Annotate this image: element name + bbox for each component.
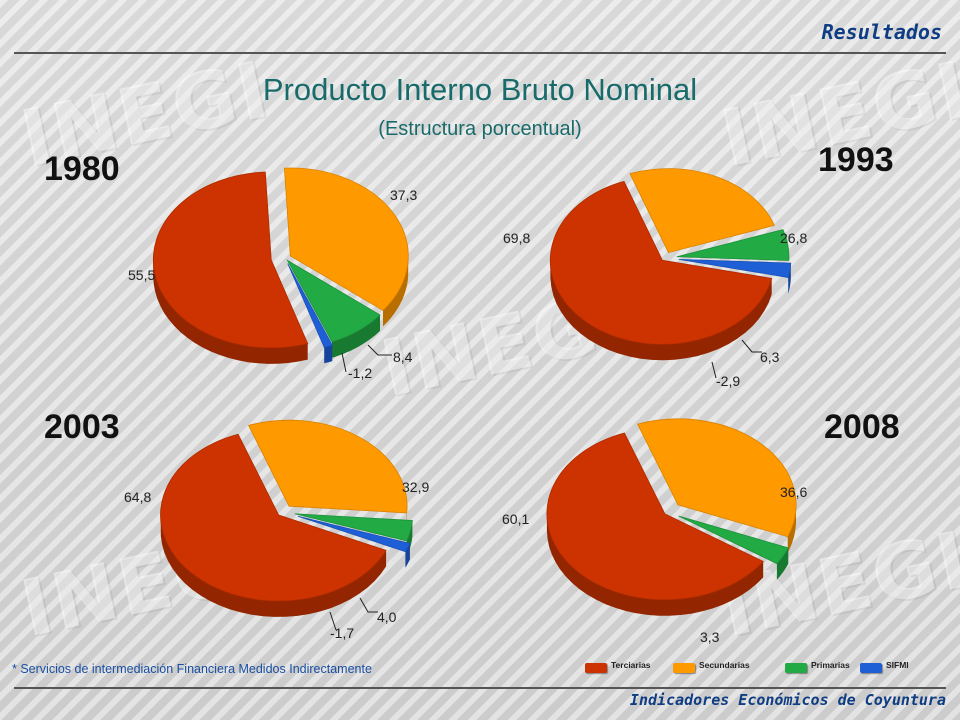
pie-slice-terciarias bbox=[160, 433, 387, 602]
leader-line bbox=[359, 597, 378, 613]
pie-slice-primarias bbox=[676, 229, 790, 261]
data-label-primarias: 4,0 bbox=[377, 609, 397, 625]
data-label-primarias: 6,3 bbox=[760, 349, 780, 365]
pie-slice-side-secundarias bbox=[383, 259, 409, 327]
pie-slice-side-secundarias bbox=[787, 507, 796, 553]
data-label-secundarias: 36,6 bbox=[780, 484, 807, 500]
pie-2003: 32,9 4,0 -1,7 64,8 bbox=[124, 419, 429, 641]
pie-slice-primarias bbox=[286, 259, 381, 343]
chart-title: Producto Interno Bruto Nominal bbox=[262, 72, 698, 107]
pie-slice-secundarias bbox=[637, 418, 797, 538]
legend-label: Terciarias bbox=[611, 660, 651, 670]
pie-slice-secundarias bbox=[629, 168, 775, 254]
pie-slice-side-terciarias bbox=[153, 260, 308, 364]
year-label-2003: 2003 bbox=[44, 408, 120, 446]
data-label-terciarias: 55,5 bbox=[128, 267, 155, 283]
leader-line bbox=[367, 344, 392, 356]
pie-slice-side-terciarias bbox=[550, 262, 772, 361]
year-label-2008: 2008 bbox=[824, 408, 900, 446]
pie-slice-terciarias bbox=[152, 171, 309, 349]
leader-line bbox=[711, 361, 717, 379]
leader-line bbox=[329, 611, 337, 631]
legend-label: Secundarias bbox=[699, 660, 750, 670]
section-title: Resultados bbox=[821, 20, 942, 44]
pie-slice-side-primarias bbox=[332, 314, 380, 358]
pie-slice-primarias bbox=[678, 515, 789, 565]
pie-slice-side-primarias bbox=[776, 547, 789, 580]
header-divider bbox=[14, 52, 946, 54]
legend-swatch bbox=[585, 663, 607, 673]
data-label-secundarias: 32,9 bbox=[402, 479, 429, 495]
legend-swatch bbox=[785, 663, 807, 673]
data-label-secundarias: 26,8 bbox=[780, 230, 807, 246]
pie-slice-sifmi bbox=[297, 515, 411, 553]
data-label-primarias: 8,4 bbox=[393, 349, 413, 365]
year-label-1980: 1980 bbox=[44, 150, 120, 188]
data-label-terciarias: 60,1 bbox=[502, 511, 529, 527]
pie-slice-secundarias bbox=[248, 419, 408, 514]
pie-1993: 26,8 6,3 -2,9 69,8 bbox=[503, 168, 807, 389]
pie-slice-sifmi bbox=[287, 263, 333, 348]
pie-2008: 36,6 3,3 60,1 bbox=[502, 418, 807, 645]
leader-line bbox=[741, 339, 762, 353]
pie-slice-terciarias bbox=[546, 432, 764, 601]
data-label-sifmi: -1,7 bbox=[330, 625, 354, 641]
pie-slice-primarias bbox=[294, 513, 413, 542]
legend-label: Primarias bbox=[811, 660, 850, 670]
data-label-secundarias: 37,3 bbox=[390, 187, 417, 203]
pie-slice-sifmi bbox=[678, 258, 792, 278]
data-label-sifmi: -1,2 bbox=[348, 365, 372, 381]
pie-1980: 37,3 8,4 -1,2 55,5 bbox=[128, 167, 417, 381]
legend-swatch bbox=[673, 663, 695, 673]
footer-title: Indicadores Económicos de Coyuntura bbox=[629, 691, 946, 709]
legend-swatch bbox=[860, 663, 882, 673]
footnote: * Servicios de intermediación Financiera… bbox=[12, 662, 372, 676]
year-label-1993: 1993 bbox=[818, 141, 894, 179]
pie-slice-side-sifmi bbox=[405, 543, 410, 568]
pie-slice-terciarias bbox=[549, 180, 773, 345]
pie-slice-secundarias bbox=[283, 167, 409, 311]
leader-line bbox=[341, 352, 347, 373]
legend-label: SIFMI bbox=[886, 660, 909, 670]
data-label-primarias: 3,3 bbox=[700, 629, 720, 645]
data-label-terciarias: 69,8 bbox=[503, 230, 530, 246]
data-label-terciarias: 64,8 bbox=[124, 489, 151, 505]
legend: Terciarias Secundarias Primarias SIFMI bbox=[585, 660, 930, 674]
pie-slice-side-sifmi bbox=[324, 345, 333, 364]
footer-divider bbox=[14, 687, 946, 689]
chart-subtitle: (Estructura porcentual) bbox=[378, 118, 582, 140]
data-label-sifmi: -2,9 bbox=[716, 373, 740, 389]
pie-slice-side-terciarias bbox=[546, 514, 764, 616]
